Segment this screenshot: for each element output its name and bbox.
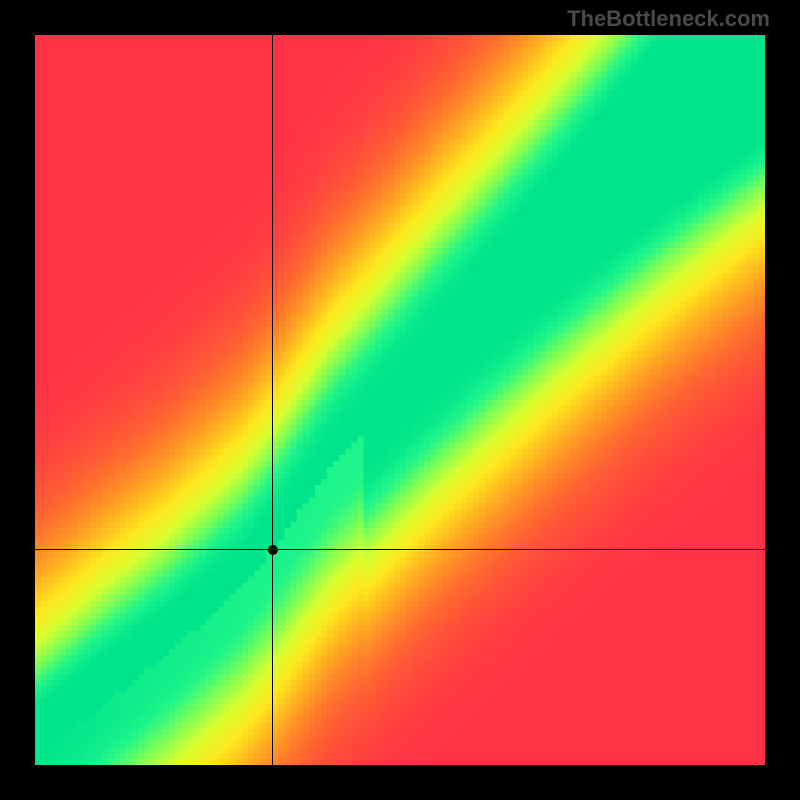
plot-frame [35, 35, 765, 765]
crosshair-horizontal [35, 549, 765, 550]
heatmap-canvas [35, 35, 765, 765]
watermark-text: TheBottleneck.com [567, 6, 770, 32]
data-point-marker [268, 545, 278, 555]
chart-container: TheBottleneck.com [0, 0, 800, 800]
crosshair-vertical [272, 35, 273, 765]
